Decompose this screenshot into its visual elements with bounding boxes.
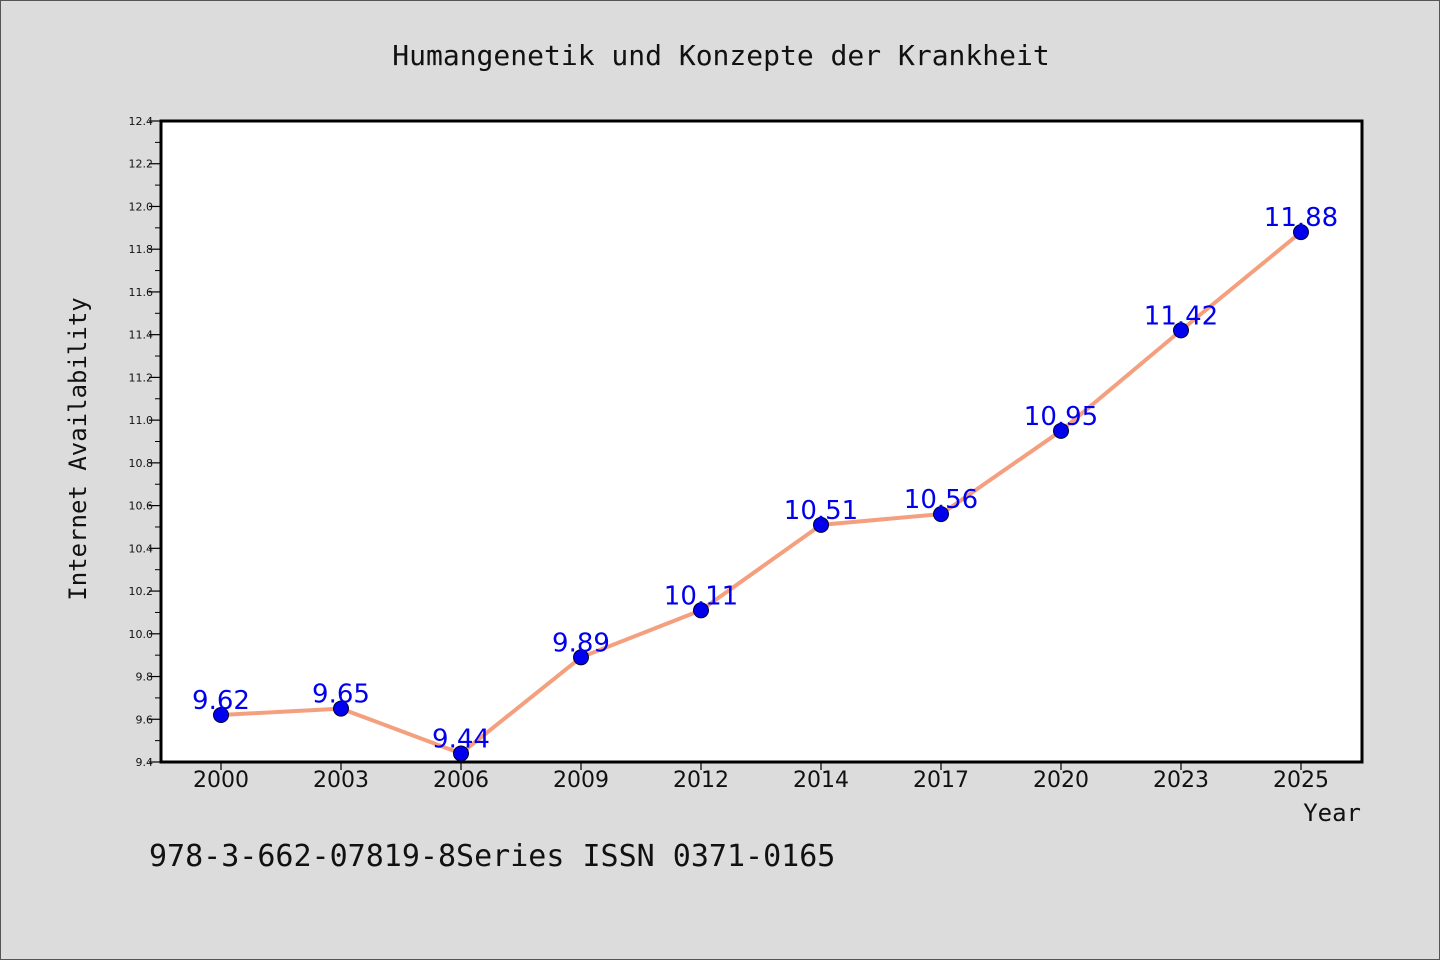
y-tick-label: 10.4 xyxy=(129,542,154,555)
data-label: 10.11 xyxy=(664,581,738,611)
x-axis-label: Year xyxy=(1303,799,1361,827)
y-tick-label: 10.8 xyxy=(129,457,154,470)
data-label: 9.44 xyxy=(432,724,490,754)
y-tick-label: 10.6 xyxy=(129,500,154,513)
data-label: 11.88 xyxy=(1264,203,1338,233)
y-axis-label: Internet Availability xyxy=(64,297,92,600)
x-tick-label: 2017 xyxy=(913,768,969,793)
data-point xyxy=(1293,224,1309,241)
y-tick-label: 9.8 xyxy=(136,671,154,684)
data-point xyxy=(333,700,349,717)
data-label: 9.65 xyxy=(312,680,370,710)
chart-title: Humangenetik und Konzepte der Krankheit xyxy=(392,39,1049,72)
data-label: 10.56 xyxy=(904,485,978,515)
y-tick-label: 12.0 xyxy=(129,200,154,213)
series-line-group xyxy=(219,230,1303,756)
data-point xyxy=(1173,322,1189,339)
x-tick-label: 2023 xyxy=(1153,768,1209,793)
y-tick-label: 11.0 xyxy=(129,414,154,427)
data-point xyxy=(213,706,229,723)
x-axis: 2000 2003 2006 2009 2012 2014 2017 2020 2023 2025 xyxy=(193,762,1329,793)
y-tick-label: 10.0 xyxy=(129,628,154,641)
x-tick-label: 2020 xyxy=(1033,768,1089,793)
y-tick-label: 11.4 xyxy=(129,329,154,342)
data-label: 11.42 xyxy=(1144,301,1218,331)
plot-area xyxy=(159,119,1364,764)
data-labels: 9.62 9.65 9.44 9.89 10.11 10.51 10.56 10.95 11.4… xyxy=(192,203,1338,754)
data-label: 10.51 xyxy=(784,496,858,526)
data-label: 9.89 xyxy=(552,628,610,658)
x-tick-label: 2025 xyxy=(1273,768,1329,793)
data-point xyxy=(933,506,949,523)
data-point xyxy=(573,649,589,666)
data-point xyxy=(813,516,829,533)
x-tick-label: 2009 xyxy=(553,768,609,793)
y-tick-label: 9.6 xyxy=(136,713,154,726)
data-point xyxy=(453,745,469,762)
data-label: 10.95 xyxy=(1024,402,1098,432)
y-tick-label: 12.4 xyxy=(129,115,154,128)
x-tick-label: 2000 xyxy=(193,768,249,793)
y-axis: 9.4 9.6 9.8 10.0 10.2 10.4 10.6 10.8 11.0 11.2 11.… xyxy=(129,115,161,769)
data-point xyxy=(1053,422,1069,439)
footer-text: 978-3-662-07819-8Series ISSN 0371-0165 xyxy=(149,839,835,874)
y-tick-label: 9.4 xyxy=(136,756,154,769)
y-tick-label: 10.2 xyxy=(129,585,154,598)
data-point xyxy=(693,602,709,619)
data-label: 9.62 xyxy=(192,686,250,716)
y-tick-label: 12.2 xyxy=(129,158,154,171)
y-tick-label: 11.8 xyxy=(129,243,154,256)
y-tick-label: 11.2 xyxy=(129,371,154,384)
data-points xyxy=(213,224,1309,762)
x-tick-label: 2012 xyxy=(673,768,729,793)
x-tick-label: 2003 xyxy=(313,768,369,793)
x-tick-label: 2006 xyxy=(433,768,489,793)
series-line xyxy=(219,230,1303,756)
y-tick-label: 11.6 xyxy=(129,286,154,299)
x-tick-label: 2014 xyxy=(793,768,849,793)
